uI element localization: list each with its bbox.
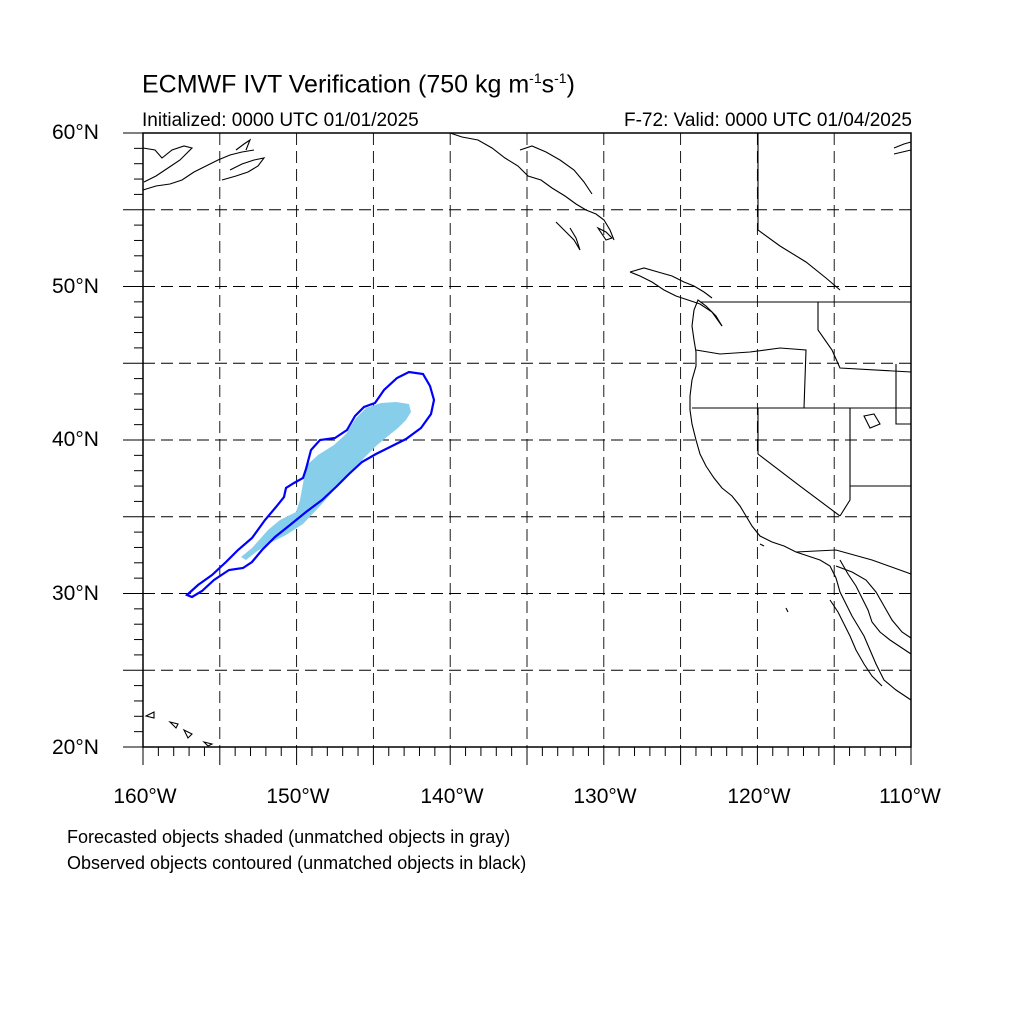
legend-observed-note: Observed objects contoured (unmatched ob…: [67, 853, 527, 873]
valid-time-label: F-72: Valid: 0000 UTC 01/04/2025: [624, 110, 912, 131]
forecast-object: [241, 402, 411, 560]
lon-label-150w: 150°W: [266, 785, 330, 808]
lat-label-50: 50°N: [52, 275, 99, 298]
observed-contour: [184, 370, 436, 599]
lon-label-130w: 130°W: [573, 785, 637, 808]
graticule: [143, 133, 911, 747]
axis-ticks: [123, 132, 912, 765]
lon-label-160w: 160°W: [113, 785, 177, 808]
lat-label-40: 40°N: [52, 428, 99, 451]
initialized-label: Initialized: 0000 UTC 01/01/2025: [142, 110, 419, 131]
lon-label-140w: 140°W: [420, 785, 484, 808]
lat-label-30: 30°N: [52, 582, 99, 605]
legend-forecast-note: Forecasted objects shaded (unmatched obj…: [67, 827, 511, 847]
lat-label-60: 60°N: [52, 121, 99, 144]
map-title: ECMWF IVT Verification (750 kg m-1s-1): [142, 70, 575, 99]
lon-label-110w: 110°W: [879, 785, 941, 808]
coastlines: [142, 132, 912, 747]
lon-label-120w: 120°W: [727, 785, 791, 808]
map-frame: [142, 132, 912, 748]
lat-label-20: 20°N: [52, 736, 99, 759]
